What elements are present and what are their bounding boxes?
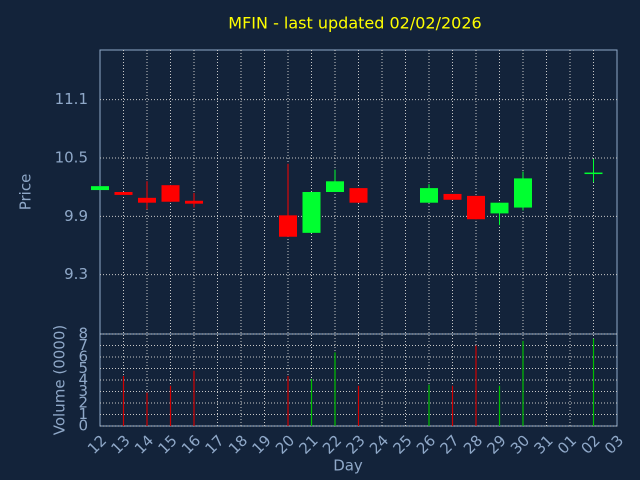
candle-body xyxy=(114,192,133,195)
y2-tick-label: 6 xyxy=(78,348,88,366)
candle-body xyxy=(584,172,603,175)
y2-tick-label: 1 xyxy=(78,405,88,423)
x-tick-label: 25 xyxy=(390,432,416,458)
candle-body xyxy=(302,192,321,233)
y-axis-label: Price xyxy=(17,174,35,211)
x-tick-label: 13 xyxy=(108,432,134,458)
candle-body xyxy=(279,215,297,237)
candle-body xyxy=(138,197,156,203)
y2-tick-label: 4 xyxy=(78,371,88,389)
x-tick-label: 26 xyxy=(413,432,439,458)
candle-body xyxy=(490,202,509,214)
x-tick-label: 29 xyxy=(484,432,510,458)
x-tick-label: 18 xyxy=(225,432,251,458)
x-tick-label: 03 xyxy=(601,432,627,458)
y2-axis-label: Volume (0000) xyxy=(51,325,69,435)
y2-tick-label: 3 xyxy=(78,382,88,400)
plot-frame xyxy=(99,49,618,427)
x-tick-label: 31 xyxy=(531,432,557,458)
y2-tick-label: 7 xyxy=(78,336,88,354)
y2-tick-label: 8 xyxy=(78,325,88,343)
x-tick-label: 19 xyxy=(249,432,275,458)
x-tick-label: 28 xyxy=(460,432,486,458)
x-tick-label: 24 xyxy=(366,432,392,458)
x-tick-label: 15 xyxy=(155,432,181,458)
x-tick-label: 22 xyxy=(319,432,345,458)
x-tick-label: 01 xyxy=(554,432,580,458)
candle-body xyxy=(420,188,438,203)
candle-body xyxy=(349,188,368,203)
candle-body xyxy=(161,185,180,202)
chart-title: MFIN - last updated 02/02/2026 xyxy=(228,14,481,33)
candle-body xyxy=(443,193,462,200)
x-tick-label: 23 xyxy=(343,432,369,458)
x-tick-label: 02 xyxy=(578,432,604,458)
x-tick-label: 14 xyxy=(131,432,157,458)
x-tick-label: 12 xyxy=(84,432,110,458)
x-axis-label: Day xyxy=(333,457,363,475)
x-tick-label: 30 xyxy=(507,432,533,458)
x-tick-label: 21 xyxy=(296,432,322,458)
y-tick-label: 11.1 xyxy=(55,90,88,108)
candle-body xyxy=(326,181,344,192)
y2-tick-label: 0 xyxy=(78,417,88,435)
x-tick-label: 16 xyxy=(178,432,204,458)
candle-body xyxy=(467,195,485,220)
candle-body xyxy=(514,178,532,208)
candle-body xyxy=(91,186,109,191)
x-tick-label: 17 xyxy=(202,432,228,458)
y2-tick-label: 5 xyxy=(78,359,88,377)
y-tick-label: 9.9 xyxy=(64,207,88,225)
x-tick-label: 27 xyxy=(437,432,463,458)
y2-tick-label: 2 xyxy=(78,394,88,412)
x-tick-label: 20 xyxy=(272,432,298,458)
candle-body xyxy=(185,200,203,204)
y-tick-label: 10.5 xyxy=(55,148,88,166)
y-tick-label: 9.3 xyxy=(64,265,88,283)
